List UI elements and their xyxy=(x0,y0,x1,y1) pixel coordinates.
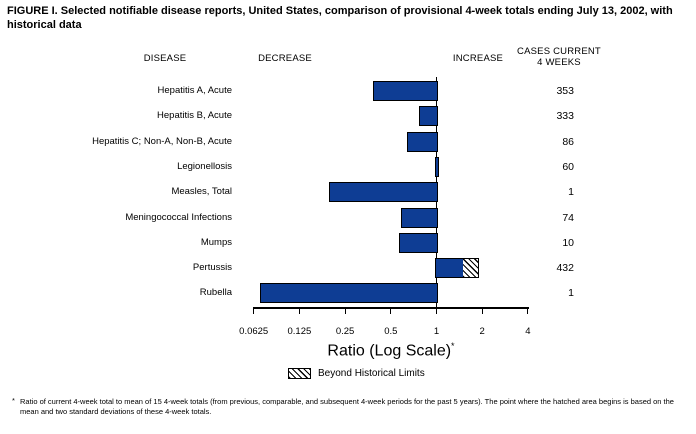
column-header-cases-line2: 4 WEEKS xyxy=(537,57,581,68)
bar-legionellosis xyxy=(435,156,440,177)
x-axis-tick xyxy=(435,307,438,314)
column-header-increase: INCREASE xyxy=(452,53,504,64)
row-label-measles-total: Measles, Total xyxy=(171,186,232,198)
column-header-decrease: DECREASE xyxy=(258,53,312,64)
cases-value-hepatitis-b-acute: 333 xyxy=(556,110,574,123)
bar-rubella xyxy=(259,283,438,304)
x-axis-tick-label: 2 xyxy=(479,326,485,337)
x-axis-tick xyxy=(298,307,300,314)
x-axis-tick-label: 1 xyxy=(433,326,440,337)
x-axis-tick xyxy=(527,307,529,314)
bar-pertussis xyxy=(435,258,479,279)
row-label-hepatitis-a-acute: Hepatitis A, Acute xyxy=(157,85,232,96)
bar-hepatitis-a-acute xyxy=(372,81,438,101)
row-label-hepatitis-c-non-a-non-b-acute: Hepatitis C; Non-A, Non-B, Acute xyxy=(92,135,232,147)
x-axis-tick xyxy=(253,307,255,314)
legend-label: Beyond Historical Limits xyxy=(318,368,425,379)
column-header-cases-current: CASES CURRENT 4 WEEKS xyxy=(509,46,609,68)
x-axis-tick xyxy=(481,307,483,314)
bar-hepatitis-b-acute xyxy=(418,106,438,127)
row-label-mumps: Mumps xyxy=(200,236,232,248)
cases-value-pertussis: 432 xyxy=(556,262,574,275)
cases-value-hepatitis-c-non-a-non-b-acute: 86 xyxy=(562,135,574,148)
x-axis-tick-label: 0.0625 xyxy=(239,326,269,337)
footnote-marker: * xyxy=(12,396,15,405)
x-axis-title-text: Ratio (Log Scale) xyxy=(327,342,452,360)
footnote-text: Ratio of current 4-week total to mean of… xyxy=(20,397,674,416)
bar-meningococcal-infections xyxy=(401,207,438,228)
x-axis-tick-label: 4 xyxy=(525,326,531,337)
cases-value-rubella: 1 xyxy=(568,287,574,300)
x-axis-tick-label: 0.25 xyxy=(335,326,355,337)
column-header-disease: DISEASE xyxy=(143,53,187,64)
x-axis-tick-label: 0.125 xyxy=(287,326,312,337)
legend-hatch-swatch-icon xyxy=(288,368,311,379)
footnote: * Ratio of current 4-week total to mean … xyxy=(10,396,692,416)
cases-value-legionellosis: 60 xyxy=(562,160,574,173)
bar-pertussis-beyond-limits-hatch xyxy=(462,259,478,278)
x-axis-tick xyxy=(390,307,392,314)
figure-title: FIGURE I. Selected notifiable disease re… xyxy=(7,5,673,31)
cases-value-hepatitis-a-acute: 353 xyxy=(556,85,574,97)
bar-hepatitis-c-non-a-non-b-acute xyxy=(406,131,438,152)
row-label-hepatitis-b-acute: Hepatitis B, Acute xyxy=(157,110,232,122)
x-axis-tick xyxy=(344,307,346,314)
cases-value-meningococcal-infections: 74 xyxy=(562,211,574,224)
x-axis-title: Ratio (Log Scale)* xyxy=(253,341,529,360)
row-label-pertussis: Pertussis xyxy=(192,262,232,274)
row-label-rubella: Rubella xyxy=(199,287,232,299)
row-label-meningococcal-infections: Meningococcal Infections xyxy=(125,211,232,223)
row-label-legionellosis: Legionellosis xyxy=(177,160,232,172)
column-header-cases-line1: CASES CURRENT xyxy=(517,46,601,57)
x-axis-title-footnote-marker: * xyxy=(451,341,455,351)
cases-value-measles-total: 1 xyxy=(568,186,574,199)
bar-mumps xyxy=(399,232,438,253)
cases-value-mumps: 10 xyxy=(562,236,574,249)
bar-measles-total xyxy=(328,182,438,203)
x-axis-tick-label: 0.5 xyxy=(384,326,398,337)
